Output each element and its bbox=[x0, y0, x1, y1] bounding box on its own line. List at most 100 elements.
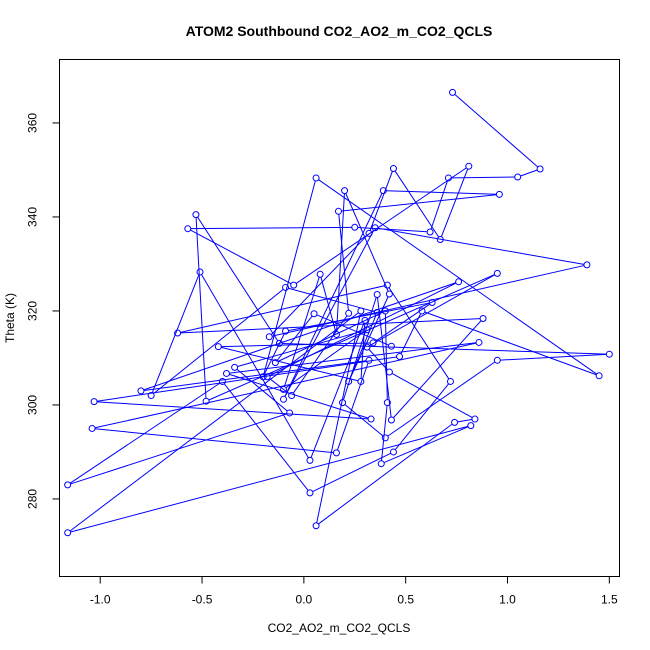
series-segment bbox=[270, 235, 368, 335]
series-segment bbox=[320, 277, 337, 332]
series-segment bbox=[143, 360, 367, 391]
data-point bbox=[471, 415, 479, 423]
series-segment bbox=[70, 425, 469, 533]
series-layer bbox=[69, 93, 607, 533]
series-segment bbox=[316, 314, 389, 346]
series-segment bbox=[282, 342, 607, 355]
data-point bbox=[365, 356, 373, 364]
series-segment bbox=[424, 311, 597, 376]
series-segment bbox=[336, 193, 345, 332]
series-segment bbox=[95, 428, 334, 454]
data-point bbox=[280, 395, 287, 403]
data-point bbox=[436, 236, 444, 244]
data-point bbox=[361, 316, 369, 324]
series-segment bbox=[180, 318, 481, 334]
series-segment bbox=[180, 285, 385, 333]
data-point bbox=[455, 278, 463, 286]
series-segment bbox=[316, 313, 361, 523]
data-point bbox=[259, 373, 267, 381]
data-point bbox=[389, 448, 397, 456]
series-segment bbox=[368, 349, 388, 371]
series-segment bbox=[284, 230, 375, 397]
x-axis-label: CO2_AO2_m_CO2_QCLS bbox=[268, 621, 411, 635]
series-segment bbox=[391, 373, 473, 419]
data-point bbox=[383, 399, 391, 407]
data-point bbox=[446, 377, 454, 385]
data-point bbox=[381, 434, 389, 442]
y-ticks: 280 300 320 340 360 bbox=[26, 113, 60, 509]
series-segment bbox=[97, 356, 397, 402]
data-point bbox=[231, 363, 239, 371]
data-point bbox=[371, 224, 379, 232]
y-axis: 280 300 320 340 360 bbox=[26, 113, 60, 509]
series-segment bbox=[349, 314, 377, 379]
data-point bbox=[174, 329, 182, 337]
data-point bbox=[282, 327, 290, 335]
data-point bbox=[583, 261, 591, 269]
series-segment bbox=[195, 217, 207, 399]
series-segment bbox=[387, 361, 496, 437]
data-point bbox=[536, 165, 544, 173]
series-segment bbox=[201, 274, 309, 459]
data-point bbox=[377, 460, 385, 468]
data-point bbox=[196, 268, 204, 276]
data-point bbox=[373, 291, 381, 298]
series-segment bbox=[283, 276, 320, 387]
x-tick-label: -1.0 bbox=[90, 593, 111, 607]
series-segment bbox=[284, 193, 383, 397]
data-point bbox=[64, 481, 72, 489]
series-segment bbox=[378, 227, 585, 265]
x-tick-label: 0.5 bbox=[397, 593, 414, 607]
x-axis: -1.0 -0.5 0.0 0.5 1.0 1.5 bbox=[90, 576, 618, 607]
x-tick-label: 1.5 bbox=[601, 593, 618, 607]
series-segment bbox=[500, 353, 607, 361]
data-point bbox=[373, 308, 381, 316]
series-segment bbox=[237, 330, 365, 368]
data-point bbox=[385, 290, 393, 298]
x-tick-label: -0.5 bbox=[192, 593, 213, 607]
data-point bbox=[363, 343, 371, 351]
data-point bbox=[383, 281, 391, 289]
data-point bbox=[418, 307, 426, 315]
data-point bbox=[495, 190, 503, 198]
data-point bbox=[345, 377, 353, 385]
data-point bbox=[332, 330, 340, 338]
series-segment bbox=[197, 216, 279, 342]
data-point bbox=[428, 298, 436, 306]
data-point bbox=[184, 225, 192, 233]
plot-area bbox=[64, 88, 613, 537]
series-segment bbox=[349, 296, 389, 379]
series-segment bbox=[393, 320, 482, 419]
data-point bbox=[479, 314, 487, 322]
series-segment bbox=[288, 302, 430, 332]
series-segment bbox=[341, 194, 497, 212]
series-segment bbox=[229, 342, 477, 374]
data-point bbox=[381, 307, 389, 315]
data-point bbox=[280, 385, 287, 393]
series-segment bbox=[430, 180, 448, 230]
series-segment bbox=[344, 404, 384, 437]
data-point bbox=[341, 187, 349, 195]
series-segment bbox=[336, 362, 369, 451]
data-point bbox=[379, 187, 387, 195]
series-segment bbox=[520, 169, 538, 177]
x-tick-label: 0.0 bbox=[296, 593, 313, 607]
data-point bbox=[90, 398, 98, 406]
data-point bbox=[493, 269, 501, 277]
series-segment bbox=[276, 315, 313, 361]
x-ticks: -1.0 -0.5 0.0 0.5 1.0 1.5 bbox=[90, 576, 618, 607]
data-point bbox=[363, 326, 371, 334]
data-point bbox=[310, 310, 318, 318]
data-point bbox=[357, 377, 365, 385]
series-segment bbox=[94, 342, 477, 429]
series-segment bbox=[153, 288, 284, 395]
series-segment bbox=[69, 382, 221, 484]
series-segment bbox=[318, 179, 597, 375]
data-point bbox=[214, 343, 222, 351]
series-segment bbox=[69, 312, 359, 532]
series-segment bbox=[277, 311, 383, 362]
data-point bbox=[147, 392, 155, 400]
data-point bbox=[218, 377, 226, 385]
series-segment bbox=[263, 180, 316, 374]
